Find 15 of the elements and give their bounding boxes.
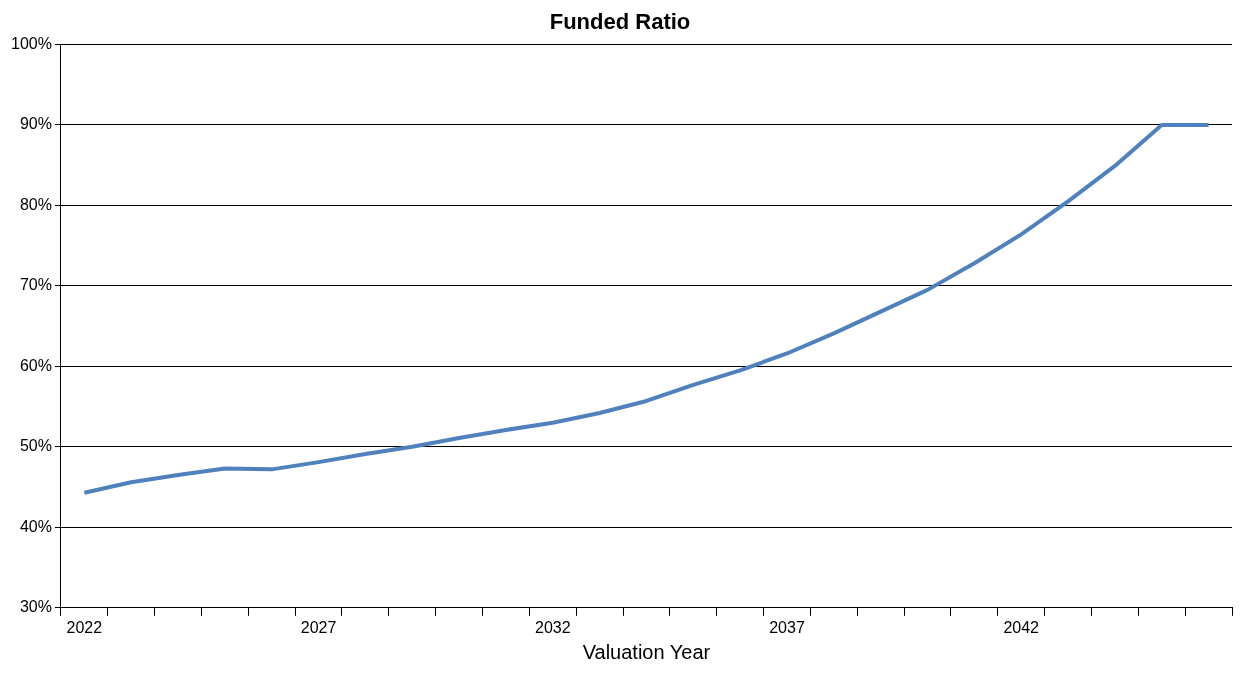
y-tick-label: 50% xyxy=(19,437,52,455)
x-tick-label: 2022 xyxy=(66,618,103,636)
y-tick-label: 60% xyxy=(19,356,52,374)
x-tick-label: 2032 xyxy=(534,618,571,636)
y-tick-label: 30% xyxy=(19,598,52,616)
y-tick-label: 100% xyxy=(11,34,52,52)
y-tick-label: 40% xyxy=(19,517,52,535)
x-tick-label: 2037 xyxy=(769,618,805,636)
x-tick-label: 2042 xyxy=(1003,618,1040,636)
x-axis-title: Valuation Year xyxy=(582,640,711,663)
x-tick-label: 2027 xyxy=(300,618,337,636)
y-tick-label: 90% xyxy=(19,115,52,133)
y-tick-label: 80% xyxy=(19,195,52,213)
chart-title: Funded Ratio xyxy=(549,9,691,35)
y-tick-label: 70% xyxy=(19,276,52,294)
